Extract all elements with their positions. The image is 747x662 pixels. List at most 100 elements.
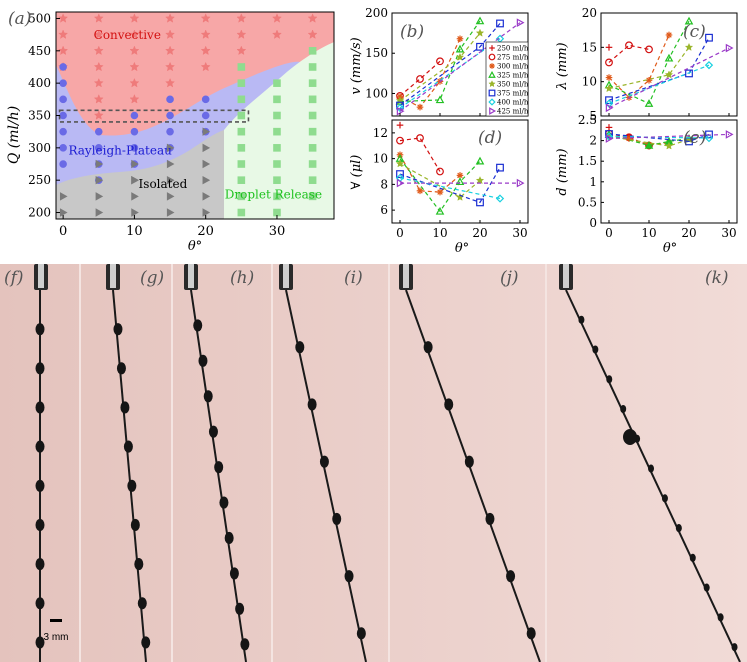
x-tick-label-d: 30: [512, 226, 527, 240]
y-tick-label-b: 150: [365, 46, 388, 60]
point-rayleigh-plateau: [130, 144, 139, 152]
point-droplet-release: [237, 63, 246, 71]
panel-e-frame: [600, 119, 738, 224]
data-point-b: [475, 28, 485, 37]
point-isolated: [202, 192, 211, 201]
point-isolated: [202, 159, 211, 169]
series-line-d: [399, 154, 461, 193]
data-point-c: [684, 42, 694, 51]
point-isolated: [166, 159, 175, 169]
point-rayleigh-plateau: [166, 111, 174, 120]
panel-label-k: (k): [705, 268, 729, 288]
y-tick-label-a: 250: [28, 173, 51, 187]
panel-label-f: (f): [4, 268, 24, 288]
droplet: [35, 518, 45, 532]
point-isolated: [166, 143, 175, 153]
point-convective: [200, 13, 211, 23]
point-droplet-release: [308, 63, 317, 71]
point-isolated: [95, 208, 104, 217]
point-rayleigh-plateau: [130, 111, 139, 120]
series-line-c: [608, 20, 690, 105]
point-isolated: [166, 208, 175, 217]
point-droplet-release: [273, 111, 281, 120]
droplet: [35, 597, 45, 610]
point-rayleigh-plateau: [166, 95, 174, 104]
data-point-b: [455, 44, 465, 53]
y-tick-label-c: 10: [582, 75, 597, 89]
droplet: [731, 643, 738, 652]
released-droplet: [623, 429, 637, 445]
legend-entry: 400 ml/h: [497, 99, 529, 107]
y-tick-label-c: 20: [582, 6, 597, 20]
data-point-b: [435, 95, 445, 104]
point-isolated: [59, 208, 68, 217]
series-line-d: [399, 163, 481, 199]
y-tick-label-d: 8: [380, 177, 388, 191]
droplet: [35, 558, 45, 571]
point-droplet-release: [308, 176, 317, 184]
data-point-e: [605, 124, 613, 131]
y-tick-label-a: 400: [28, 76, 51, 90]
point-rayleigh-plateau: [166, 127, 174, 136]
panel-label-d: (d): [478, 128, 502, 148]
point-convective: [129, 13, 140, 23]
legend-marker: [488, 80, 496, 88]
point-droplet-release: [308, 144, 317, 152]
point-convective: [129, 61, 140, 72]
legend-entry: 325 ml/h: [497, 72, 529, 80]
region-label-convective: Convective: [94, 28, 161, 42]
panel-label-j: (j): [500, 268, 519, 288]
point-convective: [200, 61, 211, 72]
point-droplet-release: [237, 127, 246, 136]
x-axis-label-e: θ°: [663, 241, 677, 256]
data-point-b: [396, 106, 405, 116]
data-point-c: [665, 31, 673, 39]
y-tick-label-a: 450: [28, 44, 51, 58]
droplet: [203, 390, 213, 403]
point-convective: [307, 29, 318, 39]
data-point-c: [625, 41, 633, 50]
point-droplet-release: [308, 192, 317, 201]
droplet: [620, 404, 627, 414]
series-line-b: [399, 32, 481, 102]
data-point-b: [395, 103, 405, 113]
legend-entry: 300 ml/h: [497, 63, 529, 71]
point-convective: [58, 29, 69, 39]
data-point-c: [664, 70, 674, 79]
legend-entry: 375 ml/h: [497, 90, 529, 98]
data-point-c: [685, 69, 693, 78]
point-droplet-release: [273, 95, 281, 104]
droplet: [193, 319, 203, 332]
region-label-rayleigh-plateau: Rayleigh-Plateau: [68, 143, 172, 157]
data-point-c: [644, 99, 654, 107]
data-point-d: [516, 178, 525, 188]
series-line-e: [608, 133, 710, 143]
legend-marker: [489, 63, 495, 69]
point-convective: [307, 13, 318, 23]
nozzle-bore: [38, 264, 44, 288]
data-point-d: [436, 188, 444, 196]
y-tick-label-d: 10: [373, 152, 388, 166]
droplet: [235, 602, 245, 615]
data-point-c: [604, 99, 614, 108]
droplet: [240, 638, 250, 651]
data-point-c: [704, 61, 714, 70]
point-rayleigh-plateau: [59, 127, 67, 136]
highlight-box: [58, 109, 250, 123]
point-droplet-release: [273, 208, 281, 217]
data-point-b: [436, 57, 444, 66]
point-droplet-release: [237, 160, 246, 168]
droplet: [332, 512, 342, 525]
nozzle-bore: [563, 264, 569, 288]
photo-strip: (f) (g) (h) (i) (j) (k) 3 mm: [0, 264, 747, 662]
point-isolated: [95, 192, 104, 201]
point-rayleigh-plateau: [59, 160, 67, 168]
droplet: [423, 341, 433, 354]
point-droplet-release: [308, 160, 317, 168]
legend-marker: [488, 89, 496, 97]
data-point-b: [496, 19, 504, 28]
data-point-b: [476, 42, 484, 51]
point-convective: [93, 45, 104, 56]
